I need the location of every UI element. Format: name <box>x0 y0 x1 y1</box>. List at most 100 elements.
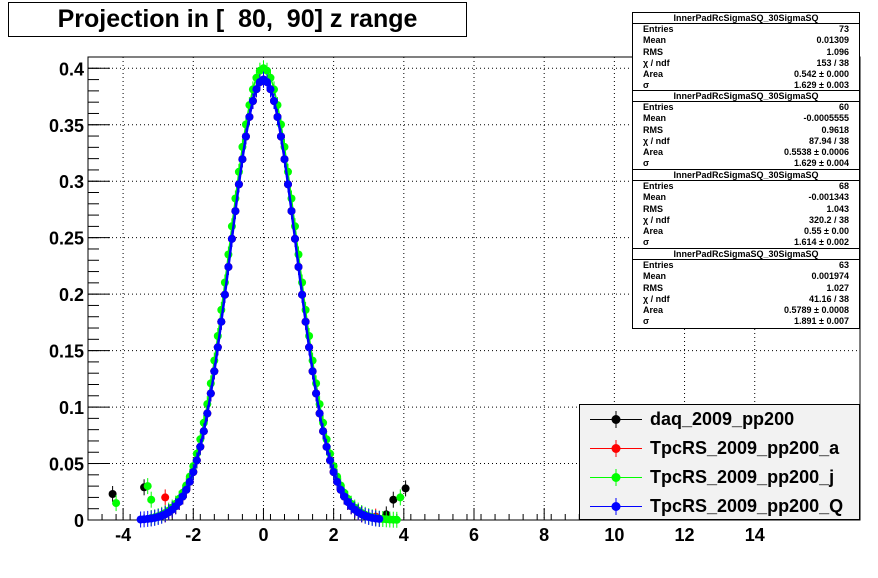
stats-value: 0.55 ± 0.00 <box>804 226 849 237</box>
stats-value: -0.0005555 <box>803 113 849 124</box>
stats-row: Entries 68 <box>633 181 859 192</box>
legend-marker <box>590 498 642 515</box>
stats-value: 68 <box>838 181 849 191</box>
x-tick-label: 8 <box>539 525 549 545</box>
stats-label: σ <box>643 80 650 91</box>
stats-box: InnerPadRcSigmaSQ_30SigmaSQ Entries 73 Mean… <box>632 12 860 93</box>
stats-value: 63 <box>838 260 849 270</box>
legend-marker <box>590 440 642 457</box>
stats-label: σ <box>643 237 650 248</box>
y-tick-label: 0.3 <box>59 172 84 192</box>
stats-row: χ / ndf 41.16 / 38 <box>633 294 859 305</box>
stats-label: Area <box>643 226 664 237</box>
stats-value: 41.16 / 38 <box>808 293 849 304</box>
x-tick-label: -4 <box>115 525 131 545</box>
x-tick-label: 12 <box>675 525 695 545</box>
legend-label: daq_2009_pp200 <box>650 409 795 429</box>
stats-row: Area 0.55 ± 0.00 <box>633 226 859 237</box>
stats-label: Mean <box>643 113 667 124</box>
x-tick-label: -2 <box>185 525 201 545</box>
stats-label: Entries <box>643 102 674 112</box>
stats-label: σ <box>643 158 650 169</box>
stats-row: Area 0.542 ± 0.000 <box>633 69 859 80</box>
stats-label: χ / ndf <box>643 135 670 146</box>
legend-marker <box>590 411 642 428</box>
stats-value: 320.2 / 38 <box>808 214 849 225</box>
y-tick-label: 0.25 <box>49 229 84 249</box>
stats-row: σ 1.891 ± 0.007 <box>633 316 859 327</box>
stats-row: χ / ndf 87.94 / 38 <box>633 136 859 147</box>
stats-value: -0.001343 <box>808 192 849 203</box>
stats-value: 0.001974 <box>811 271 849 282</box>
stats-label: Area <box>643 305 664 316</box>
stats-value: 87.94 / 38 <box>808 135 849 146</box>
legend-marker <box>590 469 642 486</box>
stats-value: 1.629 ± 0.004 <box>794 158 849 169</box>
stats-value: 60 <box>838 102 849 112</box>
series-TpcRS_2009_pp200_Q <box>136 71 384 528</box>
stats-box: InnerPadRcSigmaSQ_30SigmaSQ Entries 63 Mean… <box>632 248 860 329</box>
stats-label: Area <box>643 147 664 158</box>
stats-value: 73 <box>838 24 849 34</box>
stats-row: Area 0.5538 ± 0.0006 <box>633 147 859 158</box>
stats-row: Entries 60 <box>633 102 859 113</box>
stats-value: 1.891 ± 0.007 <box>794 316 849 327</box>
stats-row: Mean 0.001974 <box>633 271 859 282</box>
stats-row: Mean -0.001343 <box>633 192 859 203</box>
stats-row: RMS 1.043 <box>633 204 859 215</box>
stats-row: σ 1.629 ± 0.003 <box>633 80 859 91</box>
y-tick-label: 0.15 <box>49 342 84 362</box>
stats-row: Mean -0.0005555 <box>633 113 859 124</box>
stats-value: 0.5789 ± 0.0008 <box>784 305 849 316</box>
legend-label: TpcRS_2009_pp200_j <box>650 467 835 487</box>
stats-label: σ <box>643 316 650 327</box>
stats-label: RMS <box>643 46 663 57</box>
stats-row: Entries 73 <box>633 24 859 35</box>
stats-value: 1.629 ± 0.003 <box>794 80 849 91</box>
y-tick-label: 0.05 <box>49 455 84 475</box>
stats-box-title: InnerPadRcSigmaSQ_30SigmaSQ <box>633 170 859 181</box>
stats-row: σ 1.629 ± 0.004 <box>633 158 859 169</box>
stats-value: 0.542 ± 0.000 <box>794 69 849 80</box>
x-tick-label: 6 <box>469 525 479 545</box>
stats-label: Entries <box>643 24 674 34</box>
stats-label: Mean <box>643 192 667 203</box>
stats-row: Area 0.5789 ± 0.0008 <box>633 305 859 316</box>
stats-label: Area <box>643 69 664 80</box>
stats-value: 1.043 <box>826 203 849 214</box>
stats-value: 0.01309 <box>816 35 849 46</box>
x-tick-label: 2 <box>329 525 339 545</box>
stats-label: RMS <box>643 124 663 135</box>
stats-label: χ / ndf <box>643 57 670 68</box>
stats-row: RMS 0.9618 <box>633 125 859 136</box>
y-tick-label: 0.2 <box>59 285 84 305</box>
stats-row: σ 1.614 ± 0.002 <box>633 237 859 248</box>
x-tick-label: 0 <box>258 525 268 545</box>
x-tick-label: 4 <box>399 525 409 545</box>
stats-row: χ / ndf 153 / 38 <box>633 58 859 69</box>
x-tick-label: 14 <box>745 525 765 545</box>
stats-label: χ / ndf <box>643 214 670 225</box>
stats-label: Mean <box>643 35 667 46</box>
stats-box: InnerPadRcSigmaSQ_30SigmaSQ Entries 60 Mean… <box>632 90 860 171</box>
stats-value: 1.027 <box>826 282 849 293</box>
stats-value: 1.096 <box>826 46 849 57</box>
stats-row: RMS 1.027 <box>633 283 859 294</box>
stats-value: 1.614 ± 0.002 <box>794 237 849 248</box>
legend-label: TpcRS_2009_pp200_Q <box>650 496 844 516</box>
stats-box-title: InnerPadRcSigmaSQ_30SigmaSQ <box>633 249 859 260</box>
stats-value: 0.9618 <box>821 124 849 135</box>
stats-row: Entries 63 <box>633 260 859 271</box>
stats-value: 0.5538 ± 0.0006 <box>784 147 849 158</box>
legend-entry: TpcRS_2009_pp200_a <box>580 434 859 463</box>
stats-box-title: InnerPadRcSigmaSQ_30SigmaSQ <box>633 91 859 102</box>
stats-box-title: InnerPadRcSigmaSQ_30SigmaSQ <box>633 13 859 24</box>
stats-label: Entries <box>643 260 674 270</box>
stats-box: InnerPadRcSigmaSQ_30SigmaSQ Entries 68 Mean… <box>632 169 860 250</box>
stats-row: Mean 0.01309 <box>633 35 859 46</box>
legend-label: TpcRS_2009_pp200_a <box>650 438 840 458</box>
stats-label: Entries <box>643 181 674 191</box>
y-tick-label: 0 <box>74 511 84 531</box>
legend: daq_2009_pp200 TpcRS_2009_pp200_a TpcRS_20… <box>579 404 860 520</box>
y-tick-label: 0.35 <box>49 116 84 136</box>
